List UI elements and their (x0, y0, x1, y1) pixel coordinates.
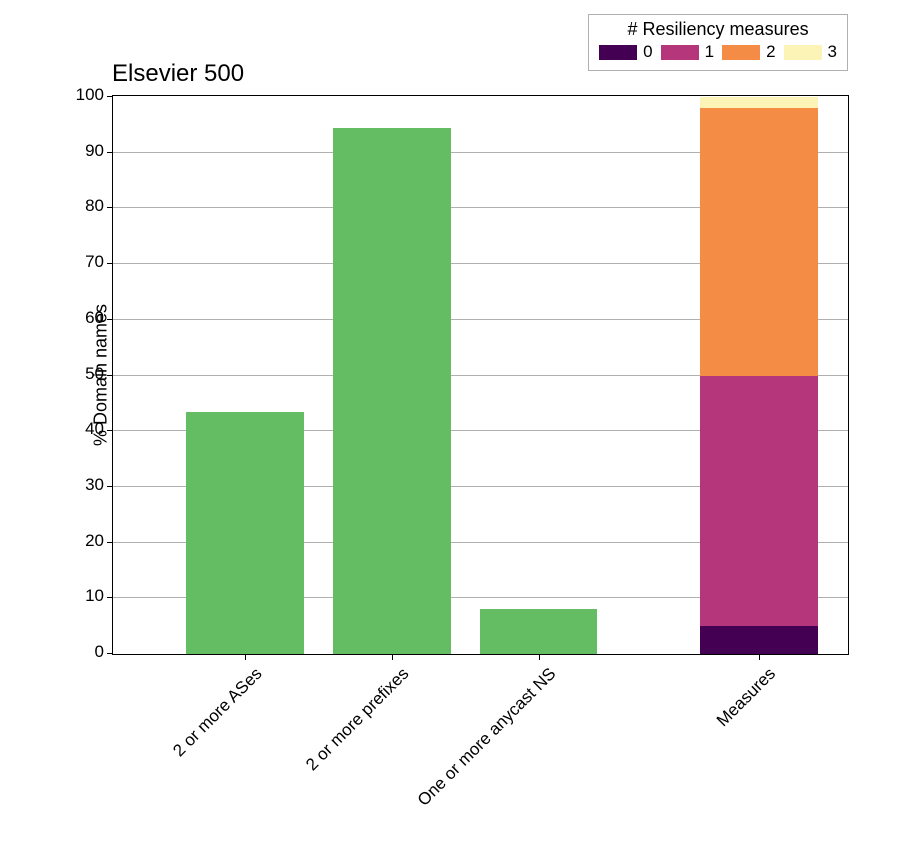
y-tick-label: 50 (74, 364, 104, 384)
y-tick-mark (107, 597, 113, 598)
y-tick-label: 10 (74, 586, 104, 606)
legend-item-3: 3 (784, 42, 837, 62)
y-tick-mark (107, 486, 113, 487)
y-tick-label: 60 (74, 308, 104, 328)
y-tick-mark (107, 152, 113, 153)
chart-title: Elsevier 500 (112, 60, 244, 88)
stacked-segment-3 (700, 97, 817, 108)
legend-swatch-2 (722, 45, 760, 60)
legend: # Resiliency measures 0 1 2 3 (588, 14, 848, 71)
y-tick-mark (107, 653, 113, 654)
legend-swatch-1 (661, 45, 699, 60)
legend-label-2: 2 (766, 42, 775, 62)
y-tick-mark (107, 542, 113, 543)
legend-swatch-0 (599, 45, 637, 60)
legend-item-2: 2 (722, 42, 775, 62)
stacked-segment-2 (700, 108, 817, 375)
stacked-segment-0 (700, 626, 817, 654)
chart-container: Elsevier 500 % Domain names # Resiliency… (0, 0, 900, 845)
y-tick-mark (107, 319, 113, 320)
legend-label-0: 0 (643, 42, 652, 62)
bar (480, 609, 597, 654)
plot-area (112, 95, 849, 655)
legend-row: 0 1 2 3 (599, 42, 837, 62)
y-tick-mark (107, 375, 113, 376)
y-tick-label: 30 (74, 475, 104, 495)
y-tick-mark (107, 207, 113, 208)
y-tick-label: 100 (74, 85, 104, 105)
x-tick-mark (539, 654, 540, 660)
legend-item-1: 1 (661, 42, 714, 62)
y-tick-mark (107, 263, 113, 264)
y-tick-label: 80 (74, 196, 104, 216)
y-tick-label: 70 (74, 252, 104, 272)
stacked-bar (700, 97, 817, 654)
x-tick-mark (392, 654, 393, 660)
legend-title: # Resiliency measures (599, 19, 837, 40)
legend-label-3: 3 (828, 42, 837, 62)
y-tick-label: 40 (74, 419, 104, 439)
bar (186, 412, 303, 654)
stacked-segment-1 (700, 376, 817, 627)
legend-label-1: 1 (705, 42, 714, 62)
x-tick-mark (759, 654, 760, 660)
x-tick-mark (245, 654, 246, 660)
y-tick-mark (107, 96, 113, 97)
y-tick-label: 0 (74, 642, 104, 662)
legend-swatch-3 (784, 45, 822, 60)
y-tick-label: 20 (74, 531, 104, 551)
y-tick-mark (107, 430, 113, 431)
bar (333, 128, 450, 654)
y-tick-label: 90 (74, 141, 104, 161)
legend-item-0: 0 (599, 42, 652, 62)
